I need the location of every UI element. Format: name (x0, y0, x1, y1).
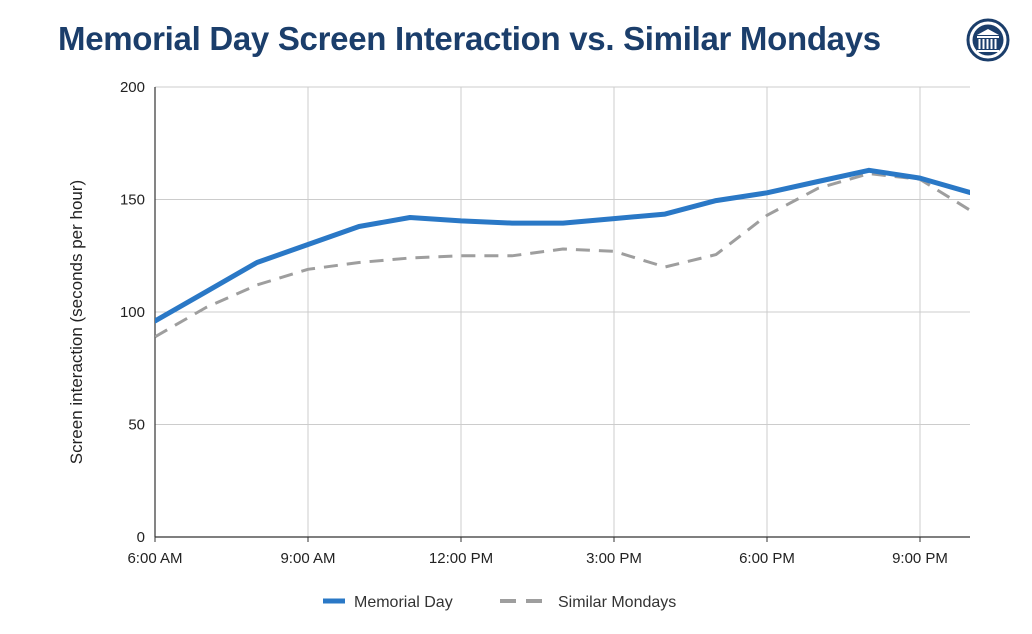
x-tick-label: 9:00 AM (280, 550, 335, 567)
institution-columns-icon (966, 18, 1010, 62)
series-layer (155, 167, 970, 339)
series-line-memorial-day (155, 167, 970, 324)
y-tick-label: 50 (128, 417, 145, 434)
legend-label: Memorial Day (354, 594, 453, 611)
chart-title: Memorial Day Screen Interaction vs. Simi… (58, 20, 881, 57)
y-tick-label: 0 (137, 529, 145, 546)
y-tick-label: 150 (120, 192, 145, 209)
x-tick-label: 3:00 PM (586, 550, 642, 567)
y-tick-label: 100 (120, 304, 145, 321)
y-axis-label: Screen interaction (seconds per hour) (67, 180, 86, 464)
y-tick-label: 200 (120, 79, 145, 96)
legend-label: Similar Mondays (558, 594, 676, 611)
x-tick-label: 6:00 AM (127, 550, 182, 567)
legend: Memorial Day Similar Mondays (323, 594, 676, 611)
grid-layer (155, 86, 970, 537)
title-row: Memorial Day Screen Interaction vs. Simi… (0, 16, 1032, 66)
tick-labels: 0 50 100 150 200 6:00 AM 9:00 AM 12:00 PM 3:00 P… (120, 79, 948, 567)
axis-layer (154, 87, 970, 542)
x-tick-label: 6:00 PM (739, 550, 795, 567)
x-tick-label: 9:00 PM (892, 550, 948, 567)
legend-item: Similar Mondays (500, 594, 676, 611)
legend-item: Memorial Day (323, 594, 453, 611)
x-tick-label: 12:00 PM (429, 550, 493, 567)
